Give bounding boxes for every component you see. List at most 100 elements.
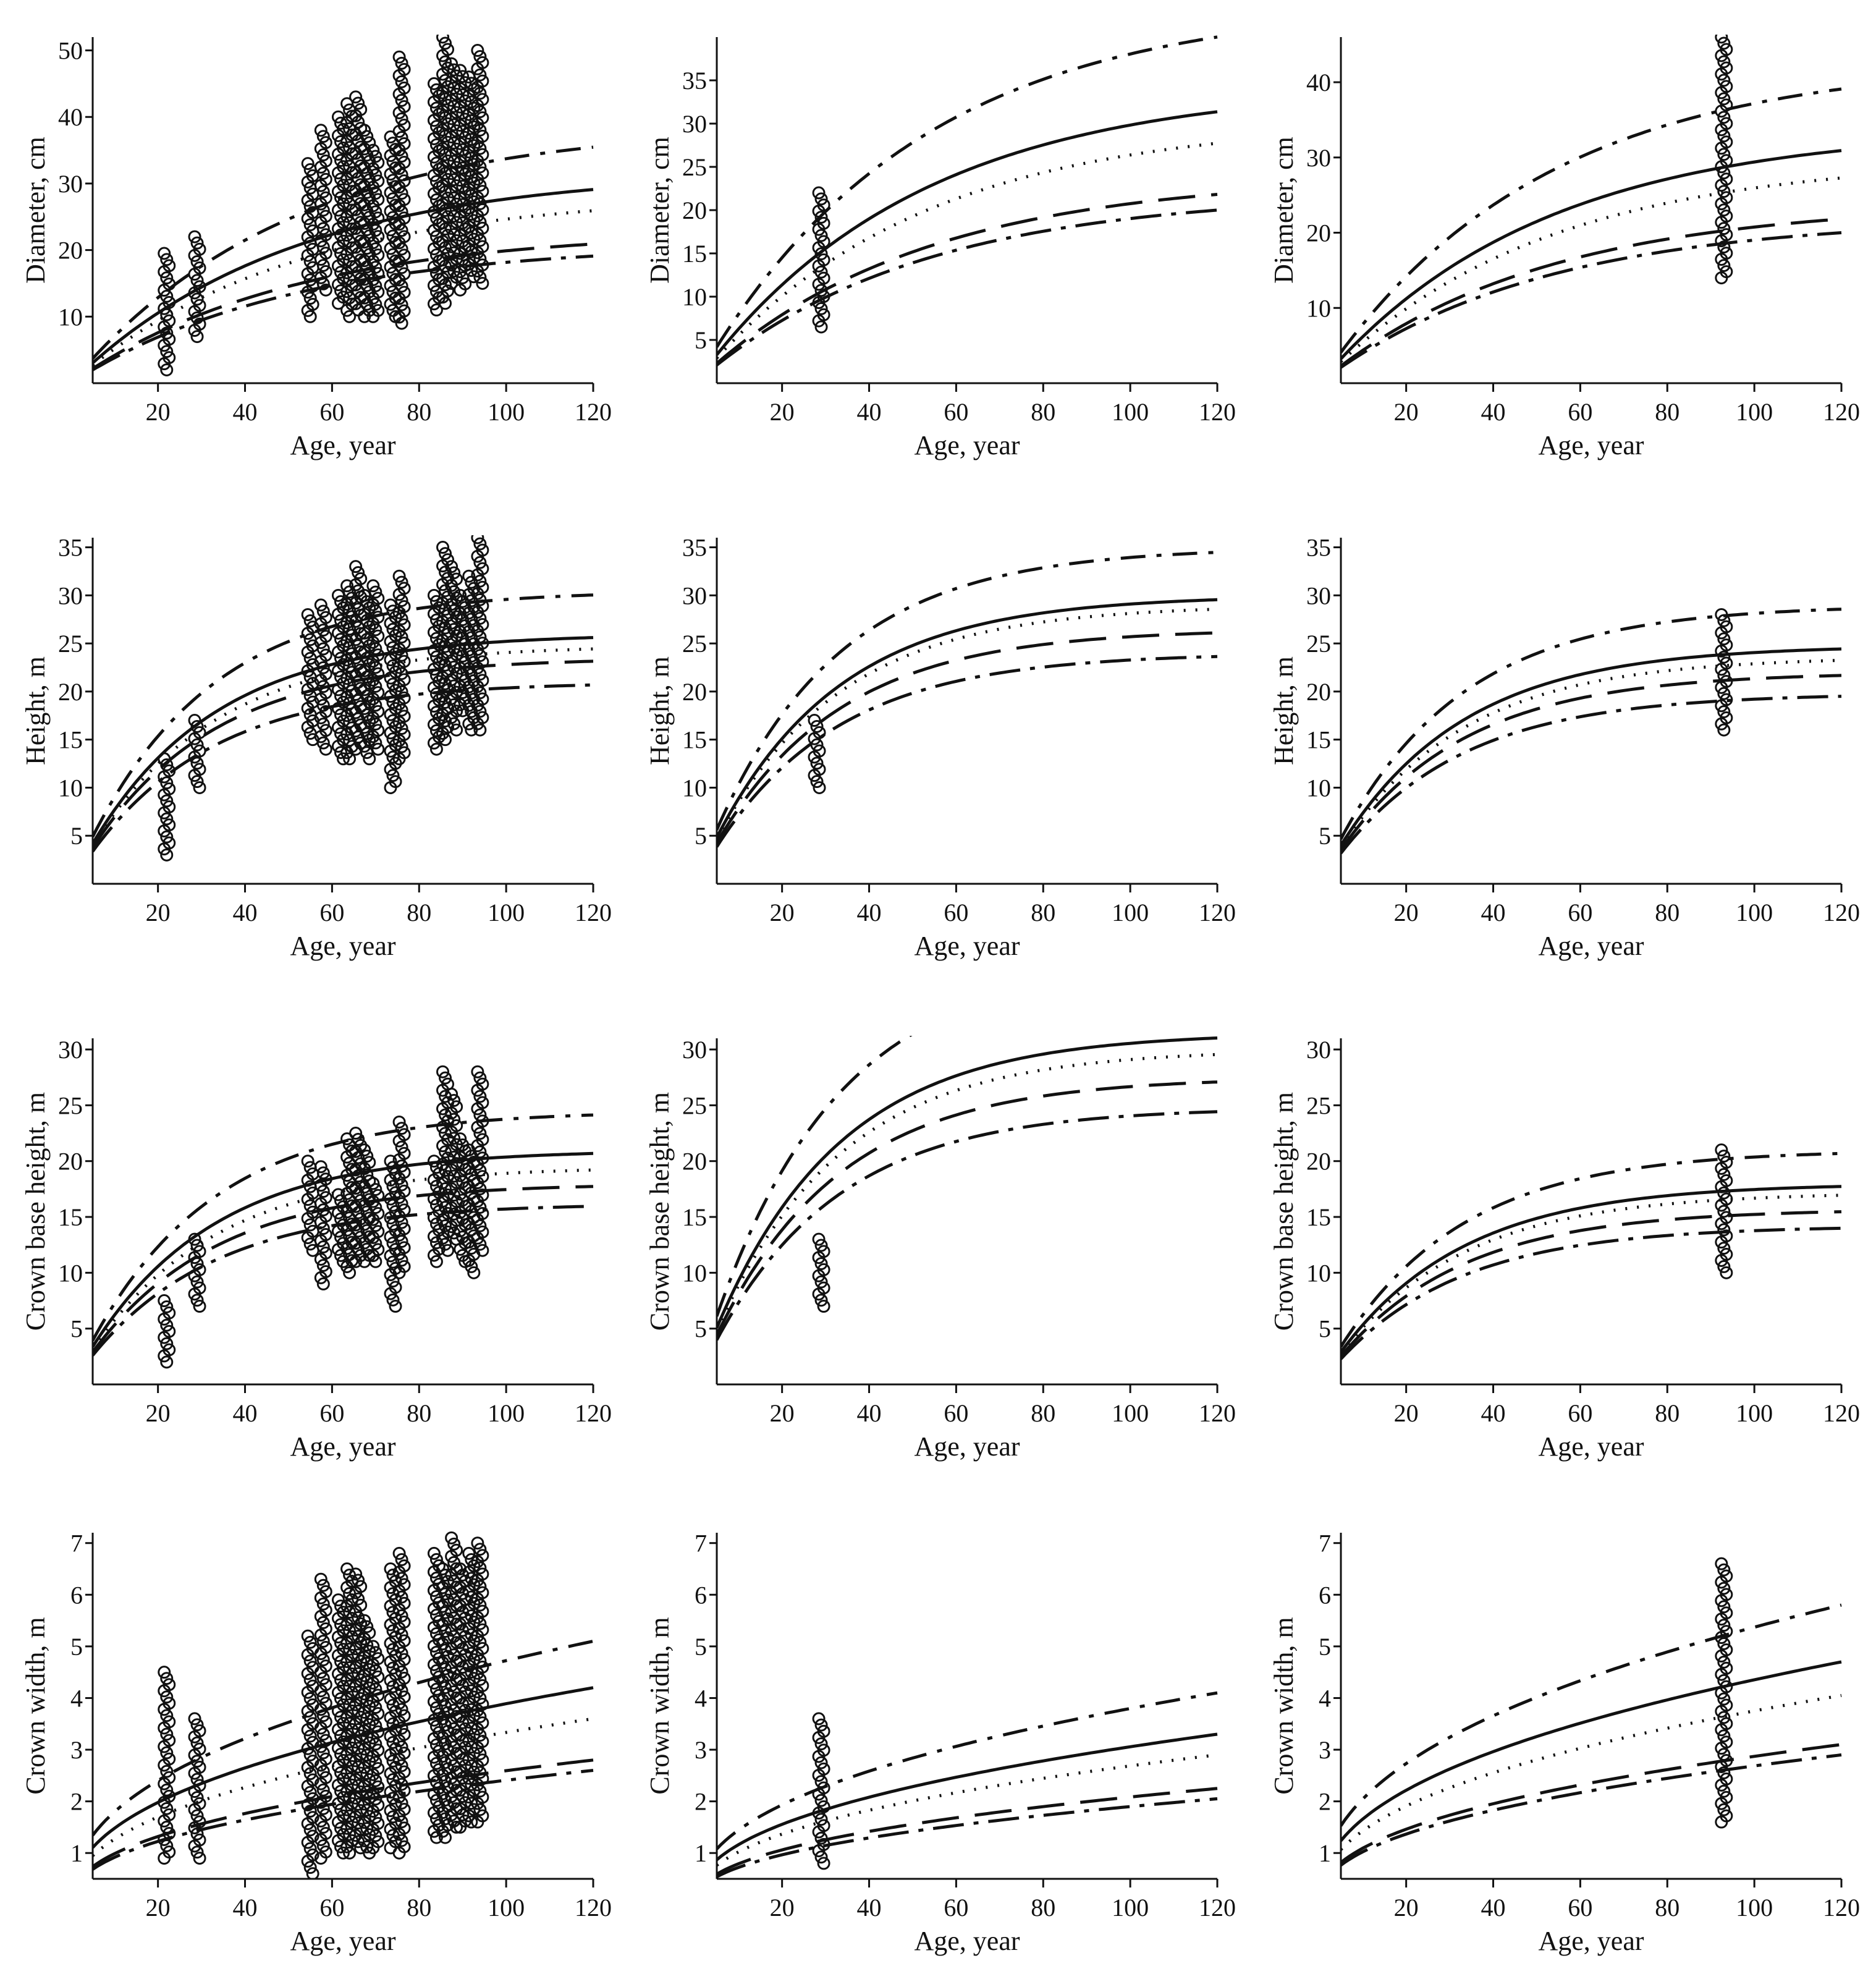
- observation-point: [1717, 55, 1731, 69]
- observation-point: [349, 1604, 363, 1618]
- observation-column: [1715, 1143, 1733, 1279]
- observation-point: [439, 1237, 452, 1251]
- observation-point: [1715, 1198, 1728, 1212]
- observation-point: [366, 1177, 380, 1190]
- observation-point: [465, 1797, 478, 1810]
- observation-point: [1717, 74, 1731, 87]
- observation-point: [395, 1759, 408, 1773]
- observation-point: [395, 150, 408, 163]
- observation-point: [319, 283, 332, 297]
- y-tick-label: 40: [1306, 69, 1331, 96]
- y-tick-label: 1: [695, 1839, 707, 1867]
- observation-point: [1715, 1557, 1728, 1570]
- observation-point: [427, 1211, 441, 1224]
- observation-point: [1717, 650, 1731, 664]
- observation-point: [358, 683, 371, 697]
- observation-point: [429, 650, 443, 664]
- observation-point: [445, 130, 458, 144]
- observation-column: [392, 1115, 411, 1279]
- observation-point: [343, 622, 357, 636]
- observation-point: [439, 1737, 452, 1751]
- x-tick-label: 40: [233, 1399, 258, 1427]
- observation-point: [301, 157, 315, 171]
- observation-point: [473, 1219, 487, 1232]
- observation-point: [427, 1248, 441, 1262]
- x-tick-label: 20: [770, 1894, 795, 1921]
- y-tick-label: 1: [70, 1839, 83, 1867]
- y-tick-label: 5: [1319, 1633, 1331, 1661]
- observation-point: [301, 1779, 315, 1793]
- y-axis-label: Crown width, m: [644, 1617, 675, 1794]
- observation-point: [360, 1168, 374, 1182]
- observation-point: [303, 1861, 317, 1875]
- observation-point: [473, 1747, 487, 1761]
- observation-point: [334, 135, 347, 148]
- observation-point: [358, 161, 371, 174]
- observation-point: [340, 1840, 354, 1854]
- y-tick-label: 10: [1306, 774, 1331, 802]
- observation-point: [389, 1300, 402, 1313]
- observation-point: [473, 1182, 487, 1196]
- observation-point: [334, 727, 347, 740]
- observation-point: [1717, 1167, 1731, 1181]
- observation-point: [160, 1765, 174, 1778]
- observation-point: [301, 1761, 315, 1774]
- observation-point: [352, 1630, 365, 1643]
- observation-point: [301, 645, 315, 659]
- observation-point: [812, 1768, 826, 1782]
- observation-point: [358, 1143, 371, 1157]
- observation-point: [471, 44, 484, 57]
- y-tick-label: 7: [1319, 1530, 1331, 1557]
- observation-point: [190, 274, 204, 287]
- observation-point: [429, 1608, 443, 1622]
- curve-dashed: [1341, 1743, 1842, 1864]
- observation-column: [471, 1536, 489, 1829]
- observation-column: [392, 569, 411, 766]
- y-tick-label: 5: [695, 1315, 707, 1343]
- observation-point: [334, 1747, 347, 1761]
- observation-point: [473, 556, 487, 569]
- observation-point: [190, 1845, 204, 1859]
- observation-point: [334, 1710, 347, 1724]
- y-tick-label: 20: [682, 678, 707, 706]
- observation-point: [1715, 1667, 1728, 1681]
- observation-point: [429, 724, 443, 737]
- observation-point: [471, 1592, 484, 1606]
- y-axis-label: Height, m: [20, 656, 51, 765]
- observation-point: [812, 1750, 826, 1763]
- observation-point: [810, 719, 824, 733]
- observation-point: [301, 1685, 315, 1699]
- observation-point: [814, 1275, 828, 1289]
- observation-point: [343, 1716, 357, 1730]
- observation-point: [471, 1121, 484, 1134]
- observation-point: [160, 1672, 174, 1685]
- x-tick-label: 120: [1823, 899, 1860, 926]
- observation-point: [1717, 185, 1731, 198]
- observation-point: [445, 167, 458, 180]
- observation-point: [436, 142, 450, 155]
- y-axis-label: Crown width, m: [20, 1617, 51, 1794]
- x-axis-label: Age, year: [1538, 1926, 1644, 1956]
- observation-point: [471, 624, 484, 638]
- observation-point: [314, 1252, 327, 1266]
- observation-point: [447, 1132, 461, 1145]
- observation-point: [392, 752, 406, 766]
- observation-point: [369, 680, 382, 693]
- observation-point: [366, 1658, 380, 1672]
- observation-point: [1715, 1649, 1728, 1663]
- observation-column: [812, 1232, 830, 1313]
- observation-point: [447, 118, 461, 132]
- y-axis-label: Height, m: [644, 656, 675, 765]
- observation-point: [427, 1230, 441, 1243]
- observation-point: [471, 1648, 484, 1661]
- observation-point: [349, 1567, 363, 1581]
- observation-point: [471, 209, 484, 222]
- x-tick-label: 120: [1823, 1399, 1860, 1427]
- observation-point: [349, 1200, 363, 1213]
- observation-point: [462, 145, 476, 159]
- observation-point: [1715, 699, 1728, 713]
- observation-point: [395, 1178, 408, 1192]
- curve-long-dash-dot: [717, 1797, 1218, 1878]
- observation-point: [471, 246, 484, 260]
- observation-point: [366, 180, 380, 194]
